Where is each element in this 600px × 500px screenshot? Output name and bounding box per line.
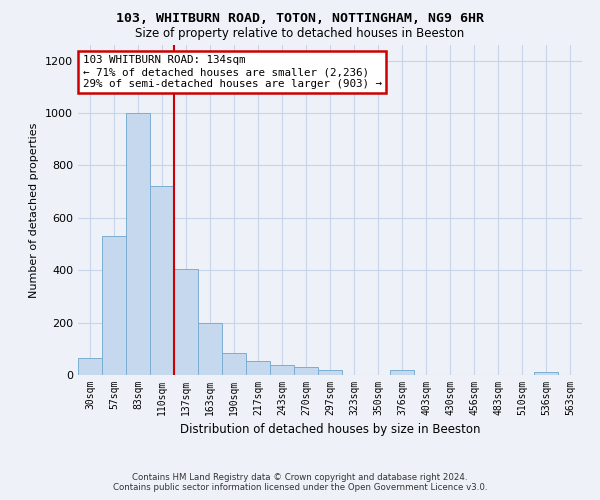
Bar	[390, 370, 414, 375]
X-axis label: Distribution of detached houses by size in Beeston: Distribution of detached houses by size …	[180, 424, 480, 436]
Bar	[78, 358, 102, 375]
Bar	[246, 360, 270, 375]
Bar	[534, 372, 558, 375]
Text: Size of property relative to detached houses in Beeston: Size of property relative to detached ho…	[136, 28, 464, 40]
Text: 103, WHITBURN ROAD, TOTON, NOTTINGHAM, NG9 6HR: 103, WHITBURN ROAD, TOTON, NOTTINGHAM, N…	[116, 12, 484, 26]
Text: Contains HM Land Registry data © Crown copyright and database right 2024.
Contai: Contains HM Land Registry data © Crown c…	[113, 473, 487, 492]
Y-axis label: Number of detached properties: Number of detached properties	[29, 122, 40, 298]
Bar	[150, 186, 174, 375]
Bar	[318, 370, 342, 375]
Bar	[270, 364, 294, 375]
Bar	[222, 352, 246, 375]
Bar	[198, 322, 222, 375]
Bar	[102, 236, 126, 375]
Text: 103 WHITBURN ROAD: 134sqm
← 71% of detached houses are smaller (2,236)
29% of se: 103 WHITBURN ROAD: 134sqm ← 71% of detac…	[83, 56, 382, 88]
Bar	[126, 113, 150, 375]
Bar	[294, 367, 318, 375]
Bar	[174, 269, 198, 375]
